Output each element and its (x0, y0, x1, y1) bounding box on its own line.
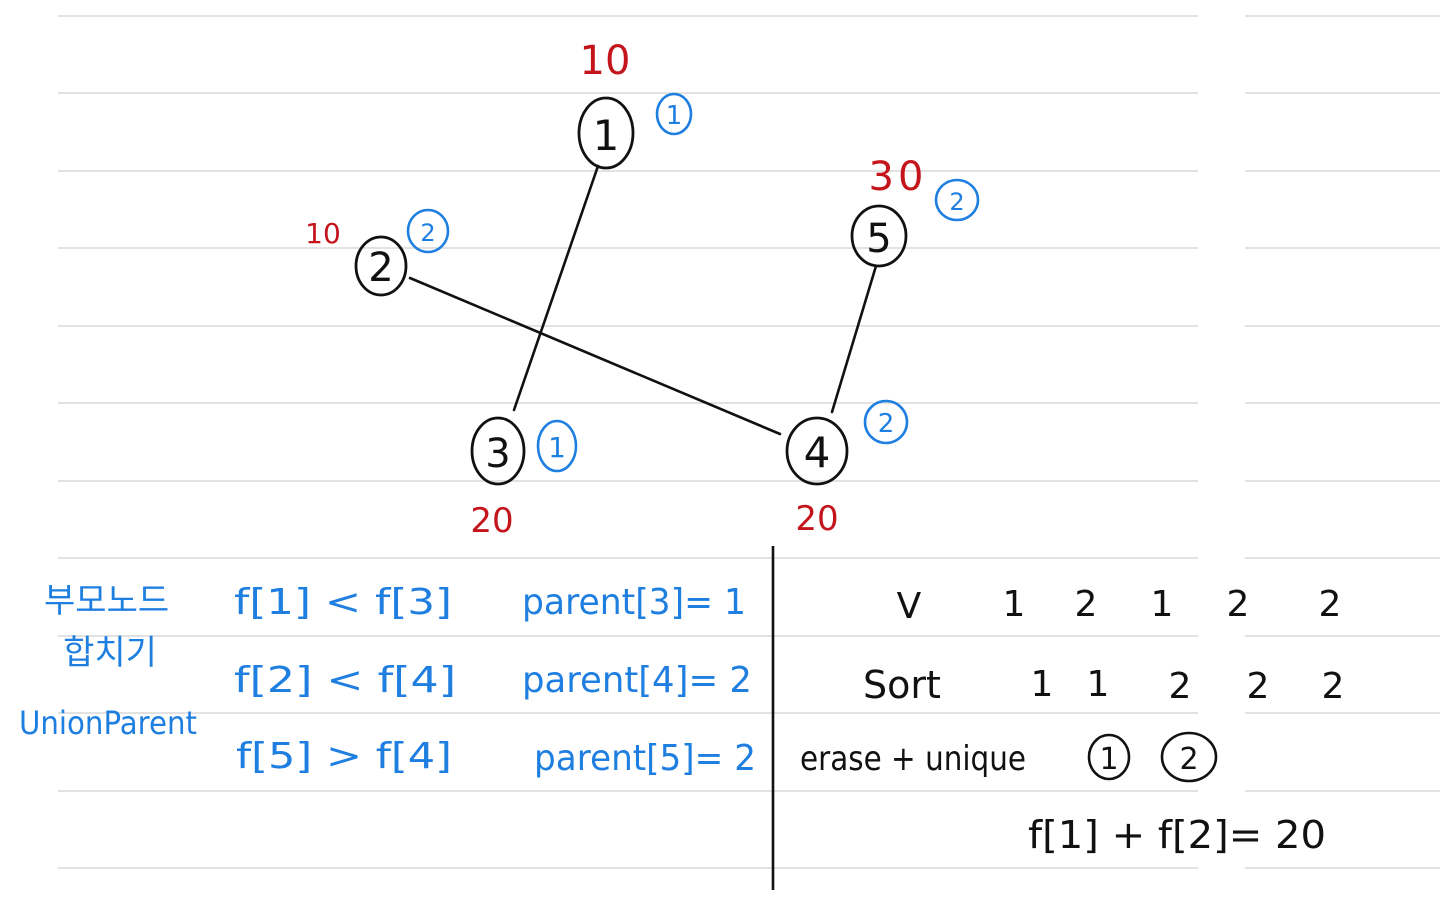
unique-value-1: 1 (1087, 733, 1131, 781)
sort-value: 2 (1247, 666, 1270, 707)
graph-node-1: 1 (577, 96, 635, 170)
v-value: 2 (1227, 584, 1250, 625)
sort-value: 2 (1169, 666, 1192, 707)
group-markers: 1 2 1 2 2 (406, 92, 980, 473)
cost-node-5: 30 (869, 154, 928, 200)
graph-node-3: 3 (470, 416, 526, 486)
cost-node-2: 10 (305, 217, 341, 250)
node-label: 3 (485, 431, 510, 477)
assignment-2: parent[4]= 2 (522, 660, 752, 701)
unique-value-label: 1 (1099, 742, 1118, 777)
v-value: 2 (1075, 584, 1098, 625)
notebook-rules-right (1245, 15, 1440, 869)
edge-5-4 (830, 264, 878, 414)
group-marker-node-3: 1 (536, 419, 578, 473)
comparison-1: f[1] < f[3] (234, 582, 452, 623)
node-label: 5 (866, 216, 891, 262)
v-value: 2 (1319, 584, 1342, 625)
node-label: 4 (804, 428, 831, 477)
result-formula: f[1] + f[2]= 20 (1028, 813, 1326, 857)
sort-value: 2 (1322, 666, 1345, 707)
sort-value: 1 (1031, 664, 1054, 705)
erase-unique-label: erase + unique (800, 739, 1026, 779)
v-label: V (897, 586, 922, 627)
v-value: 1 (1003, 584, 1026, 625)
cost-node-1: 10 (580, 38, 631, 84)
group-marker-label: 2 (949, 188, 964, 216)
unique-value-label: 2 (1179, 742, 1198, 777)
graph-node-5: 5 (850, 204, 908, 268)
notebook-rules (58, 15, 1198, 869)
group-marker-node-1: 1 (655, 92, 693, 136)
group-marker-node-5: 2 (934, 178, 980, 222)
union-title-line-2: 합치기 (63, 633, 157, 673)
union-notes: 부모노드 합치기 UnionParent f[1] < f[3] f[2] < … (19, 581, 756, 779)
union-title-line-1: 부모노드 (44, 581, 169, 621)
sort-value: 1 (1087, 664, 1110, 705)
node-label: 1 (593, 111, 620, 160)
union-subtitle: UnionParent (19, 704, 197, 742)
comparison-3: f[5] > f[4] (236, 736, 452, 777)
cost-node-3: 20 (470, 501, 513, 541)
unique-value-2: 2 (1160, 731, 1218, 783)
graph-node-2: 2 (354, 235, 408, 297)
group-marker-label: 2 (420, 219, 435, 247)
sort-label: Sort (863, 663, 941, 707)
group-marker-node-2: 2 (406, 208, 450, 254)
comparison-2: f[2] < f[4] (234, 660, 456, 701)
group-marker-label: 1 (548, 431, 566, 464)
node-label: 2 (368, 245, 393, 291)
node-costs: 10 10 20 20 30 (305, 38, 928, 541)
group-marker-label: 2 (878, 409, 895, 439)
group-marker-label: 1 (666, 101, 683, 131)
graph-edges (408, 164, 878, 436)
assignment-1: parent[3]= 1 (522, 582, 746, 623)
cost-node-4: 20 (795, 499, 838, 539)
group-marker-node-4: 2 (863, 399, 909, 445)
edge-1-3 (512, 164, 600, 412)
vector-notes: V 1 2 1 2 2 Sort 1 1 2 2 2 erase + uniqu… (800, 584, 1344, 857)
graph-nodes: 1 2 3 4 5 (354, 96, 908, 486)
v-value: 1 (1151, 584, 1174, 625)
edge-2-4 (408, 276, 782, 436)
graph-node-4: 4 (785, 416, 849, 486)
assignment-3: parent[5]= 2 (534, 738, 756, 779)
union-title: 부모노드 합치기 (44, 581, 180, 673)
